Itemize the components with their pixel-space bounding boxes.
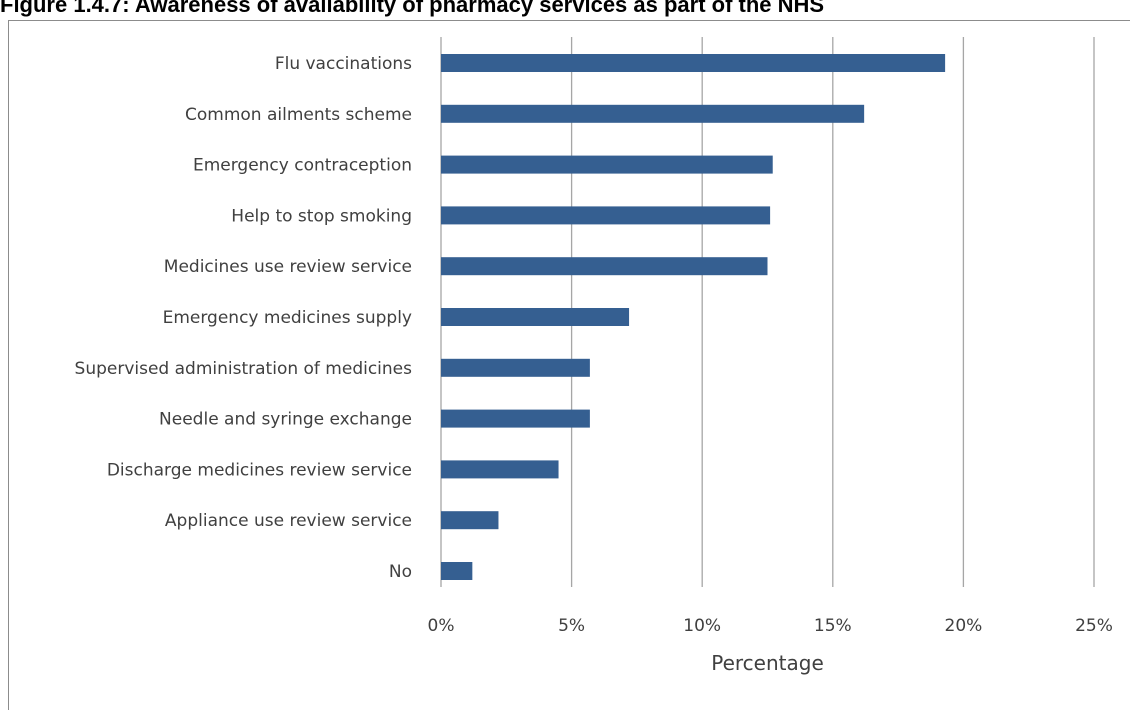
- bar-10: [441, 562, 473, 580]
- bar-3: [441, 206, 771, 225]
- bar-9: [441, 511, 499, 530]
- category-label-10: No: [389, 562, 412, 582]
- x-axis-title: Percentage: [711, 651, 824, 675]
- category-label-7: Needle and syringe exchange: [159, 410, 412, 430]
- x-tick-labels: 0% 5% 10% 15% 20% 25%: [428, 616, 1113, 636]
- bar-2: [441, 155, 773, 174]
- category-label-1: Common ailments scheme: [185, 105, 412, 125]
- bar-6: [441, 358, 590, 377]
- bars: [441, 54, 946, 580]
- bar-8: [441, 460, 559, 479]
- category-label-0: Flu vaccinations: [275, 54, 412, 74]
- x-tick-label-4: 20%: [945, 616, 983, 636]
- category-label-4: Medicines use review service: [164, 257, 412, 277]
- x-tick-label-0: 0%: [428, 616, 455, 636]
- x-tick-label-1: 5%: [558, 616, 585, 636]
- bar-0: [441, 54, 946, 72]
- category-label-9: Appliance use review service: [165, 511, 412, 531]
- bar-1: [441, 104, 865, 123]
- category-label-5: Emergency medicines supply: [163, 308, 412, 328]
- bar-5: [441, 308, 630, 326]
- x-tick-label-5: 25%: [1075, 616, 1113, 636]
- category-label-8: Discharge medicines review service: [107, 460, 412, 480]
- x-tick-label-3: 15%: [814, 616, 852, 636]
- category-label-2: Emergency contraception: [193, 156, 412, 176]
- category-labels: Flu vaccinations Common ailments scheme Em…: [75, 54, 413, 582]
- category-label-3: Help to stop smoking: [231, 206, 412, 226]
- chart-frame: [8, 20, 1130, 710]
- category-label-6: Supervised administration of medicines: [75, 359, 413, 379]
- x-tick-label-2: 10%: [683, 616, 721, 636]
- figure-title: Figure 1.4.7: Awareness of availability …: [0, 0, 825, 17]
- bar-7: [441, 409, 590, 428]
- bar-4: [441, 257, 768, 276]
